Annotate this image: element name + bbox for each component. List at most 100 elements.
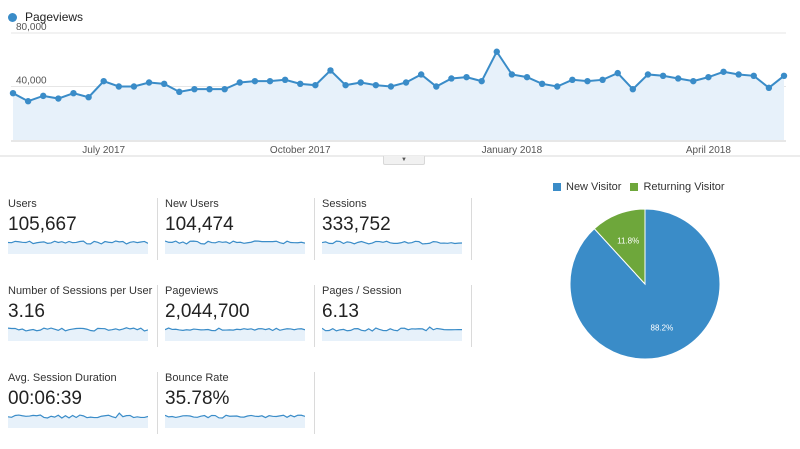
metric-sparkline	[165, 327, 305, 341]
pageviews-legend-label: Pageviews	[25, 10, 84, 24]
sparkline-line	[8, 240, 148, 245]
metric-label: Bounce Rate	[165, 372, 229, 384]
pageviews-data-point[interactable]	[191, 85, 198, 93]
pie-legend-returning-visitor[interactable]: Returning Visitor	[630, 181, 725, 193]
metric-pageviews[interactable]: Pageviews 2,044,700	[165, 285, 315, 347]
pageviews-data-point[interactable]	[569, 76, 576, 84]
pageviews-data-point[interactable]	[357, 79, 364, 86]
metric-value: 2,044,700	[165, 301, 250, 322]
pageviews-data-point[interactable]	[538, 80, 546, 88]
pageviews-data-point[interactable]	[327, 67, 334, 74]
chart-collapse-handle[interactable]: ▼	[383, 156, 425, 165]
y-tick-label: 80,000	[16, 22, 47, 33]
pageviews-data-point[interactable]	[176, 88, 183, 96]
pageviews-data-point[interactable]	[9, 89, 17, 97]
metric-label: Avg. Session Duration	[8, 372, 117, 384]
metric-sessions[interactable]: Sessions 333,752	[322, 198, 472, 260]
pageviews-data-point[interactable]	[100, 77, 107, 85]
pageviews-data-point[interactable]	[417, 71, 425, 78]
pageviews-data-point[interactable]	[130, 83, 138, 90]
pageviews-data-point[interactable]	[629, 85, 637, 93]
metric-sparkline	[165, 240, 305, 254]
pageviews-data-point[interactable]	[523, 73, 531, 81]
pageviews-data-point[interactable]	[780, 72, 788, 80]
metric-bounce-rate[interactable]: Bounce Rate 35.78%	[165, 372, 315, 434]
pageviews-data-point[interactable]	[221, 85, 228, 93]
x-tick-label: July 2017	[82, 145, 125, 156]
pageviews-data-point[interactable]	[735, 71, 742, 78]
pageviews-data-point[interactable]	[705, 73, 712, 81]
pageviews-data-point[interactable]	[236, 79, 243, 86]
pageviews-data-point[interactable]	[463, 73, 470, 81]
pageviews-data-point[interactable]	[765, 84, 773, 92]
pageviews-area	[13, 51, 784, 140]
metric-label: Sessions	[322, 198, 367, 210]
new-visitor-swatch	[553, 183, 561, 191]
sparkline-area	[165, 241, 305, 254]
pageviews-data-point[interactable]	[281, 76, 289, 84]
pageviews-data-point[interactable]	[206, 85, 213, 93]
pageviews-data-point[interactable]	[493, 48, 500, 55]
pageviews-data-point[interactable]	[55, 95, 62, 102]
pageviews-data-point[interactable]	[402, 79, 410, 86]
pageviews-data-point[interactable]	[599, 76, 606, 84]
y-tick-label: 40,000	[16, 76, 47, 87]
pie-slice-label: 88.2%	[651, 323, 674, 332]
pageviews-data-point[interactable]	[644, 71, 652, 78]
metric-avg-session-duration[interactable]: Avg. Session Duration 00:06:39	[8, 372, 158, 434]
pageviews-data-point[interactable]	[554, 83, 561, 90]
pageviews-data-point[interactable]	[720, 68, 727, 75]
metric-new-users[interactable]: New Users 104,474	[165, 198, 315, 260]
metric-value: 333,752	[322, 214, 391, 235]
sparkline-line	[8, 412, 148, 419]
pageviews-data-point[interactable]	[297, 80, 304, 88]
pageviews-line-chart: 80,000 40,000 July 2017 October 2017 January…	[0, 22, 800, 157]
sparkline-line	[165, 414, 305, 419]
pageviews-data-point[interactable]	[85, 94, 92, 101]
pageviews-data-point[interactable]	[115, 83, 123, 90]
pageviews-data-point[interactable]	[387, 83, 395, 90]
pageviews-data-point[interactable]	[674, 75, 682, 82]
sparkline-area	[165, 328, 305, 341]
pageviews-data-point[interactable]	[145, 79, 153, 86]
pageviews-data-point[interactable]	[448, 75, 455, 82]
pageviews-data-point[interactable]	[508, 71, 516, 78]
pageviews-data-point[interactable]	[40, 92, 47, 100]
pageviews-data-point[interactable]	[659, 72, 667, 80]
metric-label: Pages / Session	[322, 285, 402, 297]
metric-users[interactable]: Users 105,667	[8, 198, 158, 260]
metric-sparkline	[8, 412, 148, 428]
pageviews-data-point[interactable]	[584, 77, 591, 85]
pageviews-data-point[interactable]	[750, 72, 757, 80]
pie-legend-new-visitor[interactable]: New Visitor	[553, 181, 621, 193]
pageviews-data-point[interactable]	[478, 77, 485, 85]
metric-value: 35.78%	[165, 388, 230, 409]
pageviews-data-point[interactable]	[614, 69, 621, 77]
metric-pages-per-session[interactable]: Pages / Session 6.13	[322, 285, 472, 347]
pageviews-data-point[interactable]	[251, 77, 259, 85]
pageviews-data-point[interactable]	[690, 77, 697, 85]
pageviews-data-point[interactable]	[433, 83, 440, 90]
pageviews-data-point[interactable]	[372, 81, 380, 89]
metric-sparkline	[8, 240, 148, 254]
metric-sessions-per-user[interactable]: Number of Sessions per User 3.16	[8, 285, 158, 347]
pageviews-data-point[interactable]	[342, 81, 349, 89]
pie-legend-label: New Visitor	[566, 181, 622, 193]
pageviews-data-point[interactable]	[70, 89, 77, 97]
pie-slice-returning-visitor[interactable]	[593, 208, 646, 286]
sparkline-area	[8, 241, 148, 254]
sparkline-line	[8, 327, 148, 332]
metric-value: 105,667	[8, 214, 77, 235]
pageviews-data-point[interactable]	[312, 81, 319, 89]
metric-value: 104,474	[165, 214, 234, 235]
sparkline-area	[165, 415, 305, 428]
metric-sparkline	[322, 240, 462, 254]
pageviews-data-point[interactable]	[160, 80, 168, 88]
returning-visitor-swatch	[630, 183, 639, 191]
sparkline-line	[322, 240, 462, 245]
pageviews-data-point[interactable]	[24, 98, 32, 105]
pie-legend: New Visitor Returning Visitor	[553, 181, 734, 193]
pie-legend-label: Returning Visitor	[643, 181, 725, 193]
caret-down-icon: ▼	[401, 157, 407, 163]
pageviews-data-point[interactable]	[266, 77, 274, 85]
